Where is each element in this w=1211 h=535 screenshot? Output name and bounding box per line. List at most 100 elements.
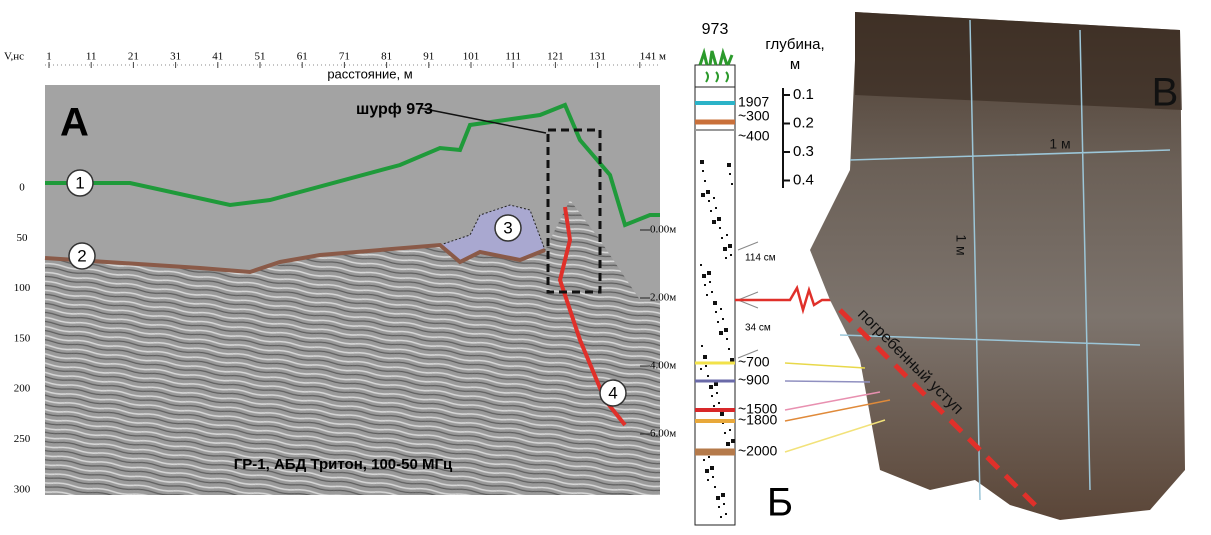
marker-label: 2 — [77, 246, 86, 265]
sediment-dot — [730, 358, 734, 362]
sediment-dot — [702, 170, 704, 172]
y-tick-label: 300 — [14, 483, 31, 495]
sediment-dot — [704, 284, 706, 286]
depth-tick-label: 6.00м — [650, 428, 676, 440]
sediment-dot — [714, 382, 718, 386]
sediment-dot — [707, 375, 709, 377]
sediment-dot — [700, 264, 702, 266]
x-tick-label: 1 — [46, 51, 52, 63]
layer-band — [695, 362, 735, 365]
grid-label: 1 м — [1049, 136, 1070, 152]
sediment-dot — [716, 392, 718, 394]
age-label: ~300 — [738, 108, 770, 124]
age-label: ~400 — [738, 128, 770, 144]
depth-tick-label: 0.00м — [650, 224, 676, 236]
panel-label: В — [1152, 71, 1179, 115]
marker-label: 4 — [608, 383, 617, 402]
sediment-dot — [731, 183, 733, 185]
x-tick-label: 111 — [505, 51, 521, 63]
x-tick-label: 51 — [255, 51, 266, 63]
sediment-dot — [710, 210, 712, 212]
sediment-dot — [715, 207, 717, 209]
sediment-dot — [722, 318, 724, 320]
column-title: 973 — [702, 21, 729, 38]
leader-line — [785, 420, 885, 452]
depth-unit: м — [790, 56, 800, 73]
sediment-dot — [719, 331, 723, 335]
sediment-dot — [717, 321, 719, 323]
sediment-dot — [700, 160, 704, 164]
sediment-dot — [717, 217, 721, 221]
sediment-dot — [720, 308, 722, 310]
y-axis-label: V,нс — [4, 51, 24, 63]
depth-tick-label: 0.3 — [793, 143, 814, 160]
leader-line — [785, 381, 870, 382]
sediment-dot — [700, 368, 702, 370]
y-tick-label: 150 — [14, 332, 31, 344]
sediment-dot — [721, 237, 723, 239]
x-tick-label: 121 — [547, 51, 564, 63]
layer-band — [695, 101, 735, 105]
depth-tick-label: 0.2 — [793, 114, 814, 131]
sediment-dot — [727, 163, 731, 167]
y-tick-label: 50 — [17, 232, 29, 244]
layer-band — [695, 408, 735, 412]
sediment-dot — [720, 516, 722, 518]
y-tick-label: 100 — [14, 282, 31, 294]
marker-label: 3 — [503, 218, 512, 237]
y-tick-label: 250 — [14, 433, 31, 445]
sediment-dot — [714, 486, 716, 488]
sediment-dot — [711, 291, 713, 293]
leader-line — [785, 363, 865, 368]
age-label: ~900 — [738, 372, 770, 388]
sediment-dot — [711, 395, 713, 397]
sediment-dot — [703, 459, 705, 461]
sediment-dot — [720, 412, 724, 416]
layer-band — [695, 120, 735, 125]
panel-label: А — [60, 101, 89, 145]
x-tick-label: 81 — [381, 51, 392, 63]
sediment-dot — [725, 513, 727, 515]
age-label: ~1800 — [738, 412, 778, 428]
sediment-dot — [705, 469, 709, 473]
sediment-dot — [726, 442, 730, 446]
x-tick-label: 91 — [423, 51, 434, 63]
sediment-dot — [715, 311, 717, 313]
depth-tick-label: 2.00м — [650, 292, 676, 304]
sediment-dot — [704, 180, 706, 182]
sediment-dot — [726, 234, 728, 236]
sediment-dot — [706, 190, 710, 194]
sediment-dot — [726, 338, 728, 340]
x-tick-label: 71 — [339, 51, 350, 63]
layer-band — [695, 380, 735, 383]
thickness-label: 114 см — [745, 253, 776, 264]
thickness-label: 34 см — [745, 323, 771, 334]
sediment-dot — [730, 254, 732, 256]
depth-tick-label: 4.00м — [650, 360, 676, 372]
figure: А шурф 973 ГР-1, АБД Тритон, 100-50 МГц … — [0, 0, 1211, 530]
sediment-dot — [731, 439, 735, 443]
sediment-dot — [713, 301, 717, 305]
sediment-dot — [707, 271, 711, 275]
sediment-dot — [701, 193, 705, 197]
sediment-dot — [725, 257, 727, 259]
radargram: А шурф 973 ГР-1, АБД Тритон, 100-50 МГц … — [4, 51, 660, 495]
x-tick-label: 11 — [86, 51, 97, 63]
grid-label: 1 м — [953, 234, 969, 255]
sediment-dot — [728, 348, 730, 350]
sediment-dot — [729, 429, 731, 431]
sediment-dot — [719, 227, 721, 229]
sediment-dot — [716, 496, 720, 500]
sediment-dot — [709, 385, 713, 389]
sediment-dot — [718, 402, 720, 404]
age-label: ~700 — [738, 354, 770, 370]
x-tick-label: 41 — [212, 51, 223, 63]
sediment-dot — [703, 355, 707, 359]
depth-label: глубина, — [765, 36, 824, 53]
pit-label: шурф 973 — [356, 101, 433, 118]
sediment-dot — [706, 294, 708, 296]
sediment-dot — [724, 432, 726, 434]
leader-line — [785, 392, 880, 410]
sediment-dot — [701, 345, 703, 347]
sediment-dot — [707, 479, 709, 481]
